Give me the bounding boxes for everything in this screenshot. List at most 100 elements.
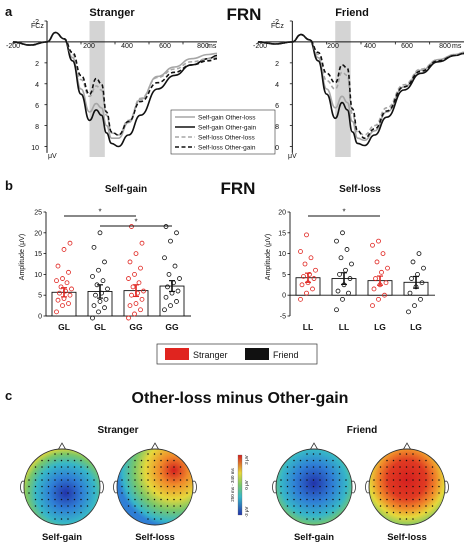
data-point [138,265,143,271]
x-tick-label: 600 [159,43,171,50]
data-point [373,276,378,281]
electrode-dot [80,459,82,462]
data-point [310,286,315,292]
electrode-dot [306,505,308,507]
electrode-dot [160,492,162,494]
electrode-dot [405,518,408,520]
electrode-dot [425,511,427,514]
electrode-dot [325,511,328,514]
electrode-dot [438,479,440,481]
electrode-dot [186,485,188,488]
electrode-dot [153,518,156,520]
electrode-dot [140,459,143,462]
electrode-dot [319,498,321,501]
electrode-dot [386,485,388,488]
electrode-dot [306,466,308,468]
data-point [376,296,381,302]
electrode-dot [379,492,382,494]
electrode-dot [140,472,143,475]
electrode-dot [54,472,56,475]
x-unit-label: ms [452,43,462,50]
legend-swatch-stranger [165,348,189,360]
bar-chart-self-gain: Self-gain Amplitude (μV) 0 5 10 15 20 25 GL GL G… [19,184,191,332]
electrode-dot [54,498,56,501]
data-point [370,242,375,248]
data-point [340,230,345,236]
x-tick-label: 800 [439,43,451,50]
data-point [168,238,173,244]
data-point [376,238,381,244]
electrode-dot [293,472,295,475]
electrode-dot [34,485,37,488]
time-window-highlight [89,21,105,157]
electrode-dot [127,498,130,501]
electrode-dot [332,472,334,475]
time-window-highlight [335,21,351,157]
electrode-dot [86,466,89,468]
legend-box [156,343,318,365]
data-point [162,307,167,313]
electrode-dot [312,518,315,520]
y-tick-label: 6 [35,103,39,110]
electrode-dot [425,466,427,468]
data-point [165,284,170,290]
electrode-dot [425,472,427,475]
electrode-dot [134,492,136,494]
electrode-dot [345,485,347,488]
electrode-dot [41,492,43,494]
y-tick-label: 10 [278,251,286,258]
electrode-dot [319,505,321,507]
electrode-dot [60,466,63,468]
electrode-dot [93,479,95,481]
electrode-dot [338,472,341,475]
electrode-dot [67,505,69,507]
electrode-dot [140,479,143,481]
electrode-dot [47,498,50,501]
electrode-dot [186,492,188,494]
electrode-dot [121,485,123,488]
data-point [54,309,59,315]
electrode-dot [325,485,328,488]
x-tick-labels: -200 200 400 600 800 [6,43,209,50]
electrode-dot [379,485,382,488]
data-point [163,224,169,229]
electrode-dot [312,505,315,507]
electrode-dot [418,485,421,488]
electrode-dot [299,466,302,468]
electrode-dot [166,466,169,468]
bar-chart-title: Self-gain [105,184,147,195]
data-point [409,276,414,281]
data-point [102,305,107,311]
electrode-dot [338,479,341,481]
data-point [349,261,354,267]
electrode-dot [386,479,388,481]
legend-label: Self-loss Other-loss [198,135,255,142]
electrode-dot [179,505,182,507]
electrode-dot [405,466,408,468]
electrode-dot [293,505,295,507]
electrode-dot [399,453,401,455]
electrode-dot [34,505,37,507]
electrode-dot [73,466,76,468]
electrode-dot [299,479,302,481]
electrode-dot [299,472,302,475]
data-point [419,280,425,286]
electrode-dot [41,505,43,507]
electrode-dot [312,498,315,501]
electrode-dot [332,459,334,462]
nose [57,442,67,451]
electrode-dot [338,485,341,488]
electrode-dot [41,459,43,462]
electrode-dot [431,485,434,488]
electrode-dot [47,459,50,462]
electrode-dot [80,492,82,494]
electrode-dot [399,511,401,514]
data-point [129,292,134,298]
electrode-dot [399,479,401,481]
significance-marker: * [342,208,345,217]
y-tick-label: 25 [34,210,42,217]
frn-title-top: FRN [227,5,262,24]
electrode-dot [306,492,308,494]
electrode-dot [80,466,82,468]
electrode-dot [140,498,143,501]
